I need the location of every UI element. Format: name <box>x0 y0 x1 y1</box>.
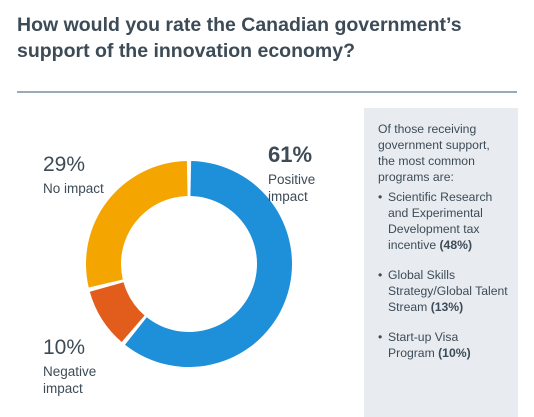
program-percent: (48%) <box>439 238 473 252</box>
title-divider <box>17 91 517 93</box>
negative-impact-label: 10% Negative impact <box>43 336 96 397</box>
program-percent: (10%) <box>438 346 471 360</box>
negative-impact-caption-line2: impact <box>43 381 83 396</box>
positive-impact-label: 61% Positive impact <box>268 143 315 205</box>
bullet-icon: • <box>378 330 383 344</box>
program-item: • Scientific Research and Experimental D… <box>378 189 508 253</box>
programs-sidebar: Of those receiving government support, t… <box>364 108 518 417</box>
negative-impact-percent: 10% <box>43 336 86 359</box>
program-name: Start-up Visa Program <box>388 330 459 360</box>
positive-impact-percent: 61% <box>268 142 313 167</box>
chart-title: How would you rate the Canadian governme… <box>17 14 462 62</box>
donut-slice-no-impact <box>86 161 188 288</box>
sidebar-intro: Of those receiving government support, t… <box>378 122 490 184</box>
positive-impact-caption-line1: Positive <box>268 172 316 187</box>
program-name: Scientific Research and Experimental Dev… <box>388 190 493 252</box>
donut-slice-negative-impact <box>89 282 145 342</box>
program-percent: (13%) <box>430 300 464 314</box>
no-impact-label: 29% No impact <box>43 153 104 197</box>
program-item: • Start-up Visa Program (10%) <box>378 329 508 361</box>
program-name: Global Skills Strategy/Global Talent Str… <box>388 268 508 314</box>
negative-impact-caption-line1: Negative <box>43 364 97 379</box>
no-impact-percent: 29% <box>43 153 86 176</box>
donut-slice-positive-impact <box>125 161 292 368</box>
positive-impact-caption-line2: impact <box>268 189 308 204</box>
programs-list: • Scientific Research and Experimental D… <box>378 189 508 361</box>
program-item: • Global Skills Strategy/Global Talent S… <box>378 267 508 315</box>
bullet-icon: • <box>378 190 383 204</box>
bullet-icon: • <box>378 268 383 282</box>
no-impact-caption: No impact <box>43 181 104 196</box>
